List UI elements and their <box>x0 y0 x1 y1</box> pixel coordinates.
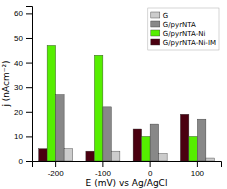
bars <box>39 45 215 161</box>
legend-label: G/pyrNTA-Ni-IM <box>163 39 216 47</box>
legend-label: G <box>163 12 168 20</box>
x-axis-title: E (mV) vs Ag/AgCl <box>86 178 168 188</box>
tick: 40 <box>14 59 32 68</box>
legend-swatch <box>151 39 160 45</box>
legend-label: G/pyrNTA-Ni <box>163 30 206 38</box>
tick-mark <box>150 161 151 167</box>
legend-swatch <box>151 30 160 36</box>
y-axis: 0 10 20 30 40 50 60 <box>14 7 32 167</box>
tick: 20 <box>14 108 32 117</box>
tick: -200 <box>48 161 65 178</box>
legend-swatch <box>151 12 160 18</box>
bar <box>56 95 65 161</box>
bar <box>133 129 142 161</box>
bar <box>103 107 112 161</box>
tick-label: 10 <box>14 132 23 141</box>
tick-label: -100 <box>95 169 112 178</box>
x-axis: -200 -100 0 100 <box>33 161 222 178</box>
axis-line <box>33 162 222 168</box>
tick: 0 <box>148 161 153 178</box>
y-axis-title: j (nAcm⁻²) <box>1 60 11 107</box>
bar <box>94 55 103 161</box>
legend-frame <box>148 8 219 50</box>
chart: -200-10001000102030405060GG/pyrNTAG/pyrN… <box>0 0 227 189</box>
legend-label: G/pyrNTA <box>163 21 196 29</box>
tick: 50 <box>14 34 32 43</box>
tick: 60 <box>14 9 32 18</box>
tick: -100 <box>95 161 112 178</box>
bar <box>150 124 159 161</box>
plot: -200-10001000102030405060GG/pyrNTAG/pyrN… <box>14 7 221 178</box>
bar-series <box>47 45 197 161</box>
tick-mark <box>26 161 32 162</box>
tick-mark <box>26 112 32 113</box>
bar <box>189 136 198 161</box>
bar <box>197 119 206 161</box>
tick-mark <box>26 136 32 137</box>
bar <box>142 136 151 161</box>
tick: 0 <box>19 157 32 166</box>
tick-label: 100 <box>191 169 205 178</box>
bar-series <box>56 95 206 161</box>
legend-swatch <box>151 21 160 27</box>
tick-label: -200 <box>48 169 65 178</box>
tick-label: 30 <box>14 83 23 92</box>
tick-mark <box>26 13 32 14</box>
tick-label: 60 <box>14 9 23 18</box>
bar-series <box>64 149 214 161</box>
tick-mark <box>26 38 32 39</box>
bar <box>39 149 48 161</box>
bar <box>111 151 120 161</box>
tick: 30 <box>14 83 32 92</box>
bar <box>47 45 56 161</box>
tick-label: 20 <box>14 108 23 117</box>
bar <box>206 158 215 161</box>
tick-mark <box>102 161 103 167</box>
tick-mark <box>197 161 198 167</box>
tick-label: 0 <box>19 157 24 166</box>
tick-mark <box>26 87 32 88</box>
bar <box>159 154 168 161</box>
tick-label: 0 <box>148 169 153 178</box>
tick-mark <box>26 63 32 64</box>
bar <box>86 151 95 161</box>
tick-label: 50 <box>14 34 23 43</box>
tick: 100 <box>191 161 205 178</box>
bar <box>180 114 189 161</box>
legend: GG/pyrNTAG/pyrNTA-NiG/pyrNTA-Ni-IM <box>148 8 219 50</box>
tick-label: 40 <box>14 59 23 68</box>
bar <box>64 149 73 161</box>
axis-line <box>26 7 33 162</box>
tick: 10 <box>14 132 32 141</box>
tick-mark <box>55 161 56 167</box>
